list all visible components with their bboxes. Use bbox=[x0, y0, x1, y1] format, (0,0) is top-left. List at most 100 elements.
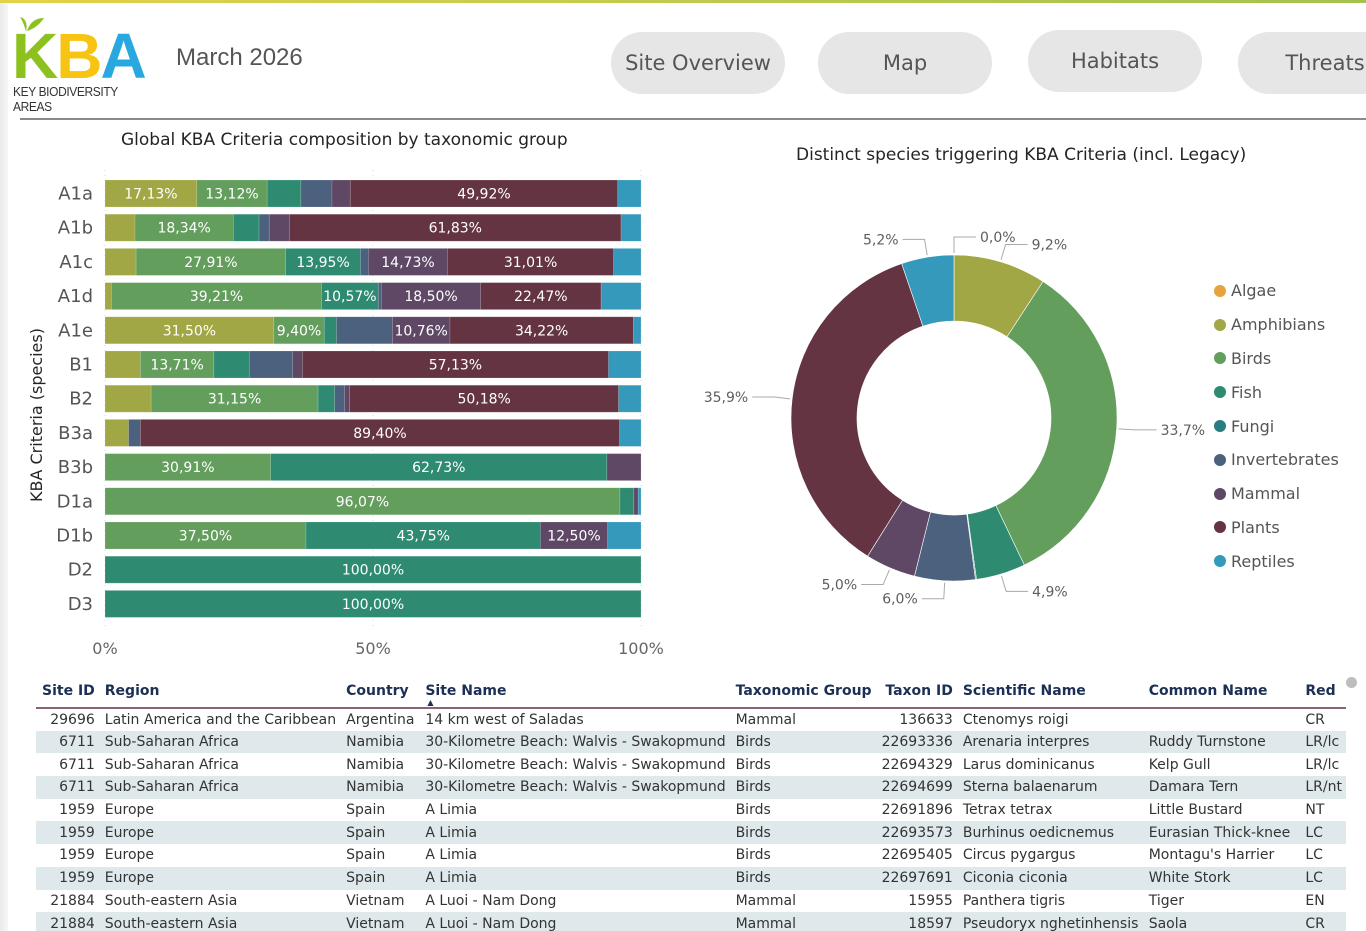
nav-habitats-button[interactable]: Habitats bbox=[1028, 30, 1202, 92]
donut-slice-birds[interactable] bbox=[995, 281, 1118, 566]
bar-segment-invertebrates[interactable] bbox=[336, 316, 393, 345]
bar-segment-mammal[interactable] bbox=[331, 179, 351, 208]
bar-segment-birds[interactable] bbox=[135, 248, 286, 276]
bar-segment-mammal[interactable] bbox=[368, 248, 448, 276]
bar-segment-plants[interactable] bbox=[349, 384, 619, 413]
bar-segment-fish[interactable] bbox=[233, 213, 260, 242]
bar-segment-plants[interactable] bbox=[349, 179, 619, 208]
bar-segment-plants[interactable] bbox=[449, 316, 634, 345]
bar-segment-reptiles[interactable] bbox=[633, 316, 642, 345]
bar-segment-fish[interactable] bbox=[317, 384, 335, 413]
bar-segment-fish[interactable] bbox=[104, 555, 642, 584]
column-header-taxon-id[interactable]: Taxon ID bbox=[876, 674, 957, 708]
table-row[interactable]: 6711 Sub-Saharan Africa Namibia 30-Kilometr… bbox=[36, 730, 1346, 754]
bar-segment-fish[interactable] bbox=[323, 316, 337, 345]
column-header-site-id[interactable]: Site ID bbox=[36, 674, 99, 708]
bar-segment-birds[interactable] bbox=[150, 384, 319, 413]
bar-segment-mammal[interactable] bbox=[292, 350, 303, 379]
bar-segment-reptiles[interactable] bbox=[618, 384, 642, 413]
bar-segment-amphibians[interactable] bbox=[104, 282, 112, 310]
table-row[interactable]: 6711 Sub-Saharan Africa Namibia 30-Kilometr… bbox=[36, 776, 1346, 799]
bar-segment-reptiles[interactable] bbox=[637, 487, 642, 516]
bar-segment-reptiles[interactable] bbox=[608, 350, 642, 379]
bar-segment-fish[interactable] bbox=[104, 590, 642, 618]
bar-segment-reptiles[interactable] bbox=[607, 521, 642, 550]
bar-segment-fish[interactable] bbox=[266, 179, 302, 208]
table-row[interactable]: 29696 Latin America and the Caribbean Arge… bbox=[36, 708, 1346, 731]
table-row[interactable]: 1959 Europe Spain A Limia Birds 22697691 Cicon… bbox=[36, 866, 1346, 890]
bar-segment-mammal[interactable] bbox=[391, 316, 451, 345]
column-header-site-name[interactable]: Site Name ▲ bbox=[419, 674, 729, 708]
bar-segment-amphibians[interactable] bbox=[104, 384, 152, 413]
legend-item-fungi[interactable]: Fungi bbox=[1214, 409, 1339, 443]
bar-segment-fish[interactable] bbox=[213, 350, 250, 379]
bar-segment-plants[interactable] bbox=[140, 419, 620, 447]
table-row[interactable]: 21884 South-eastern Asia Vietnam A Luoi - N… bbox=[36, 912, 1346, 931]
bar-segment-reptiles[interactable] bbox=[620, 213, 642, 242]
bar-segment-birds[interactable] bbox=[140, 350, 215, 379]
bar-segment-birds[interactable] bbox=[104, 521, 307, 550]
bar-segment-reptiles[interactable] bbox=[619, 419, 642, 447]
bar-segment-birds[interactable] bbox=[104, 487, 621, 516]
donut-slice-reptiles[interactable] bbox=[901, 254, 955, 327]
donut-slice-plants[interactable] bbox=[790, 263, 924, 557]
bar-segment-fish[interactable] bbox=[270, 453, 608, 481]
bar-segment-fish[interactable] bbox=[305, 521, 541, 550]
bar-segment-plants[interactable] bbox=[447, 248, 614, 276]
table-row[interactable]: 1959 Europe Spain A Limia Birds 22691896 Tetra… bbox=[36, 799, 1346, 822]
nav-threats-button[interactable]: Threats bbox=[1238, 32, 1366, 94]
bar-segment-birds[interactable] bbox=[134, 213, 234, 242]
table-row[interactable]: 1959 Europe Spain A Limia Birds 22695405 Circu… bbox=[36, 844, 1346, 867]
column-header-country[interactable]: Country bbox=[340, 674, 419, 708]
bar-segment-invertebrates[interactable] bbox=[377, 282, 382, 310]
bar-segment-birds[interactable] bbox=[104, 453, 271, 481]
bar-segment-amphibians[interactable] bbox=[104, 179, 198, 208]
bar-segment-plants[interactable] bbox=[302, 350, 609, 379]
bar-segment-fish[interactable] bbox=[285, 248, 361, 276]
bar-segment-birds[interactable] bbox=[273, 316, 325, 345]
bar-segment-invertebrates[interactable] bbox=[258, 213, 270, 242]
column-header-scientific-name[interactable]: Scientific Name bbox=[957, 674, 1143, 708]
bar-segment-invertebrates[interactable] bbox=[360, 248, 369, 276]
legend-item-plants[interactable]: Plants bbox=[1214, 511, 1339, 545]
bar-segment-invertebrates[interactable] bbox=[128, 419, 141, 447]
bar-segment-amphibians[interactable] bbox=[104, 316, 275, 345]
legend-item-invertebrates[interactable]: Invertebrates bbox=[1214, 443, 1339, 477]
bar-segment-mammal[interactable] bbox=[633, 487, 639, 516]
bar-segment-reptiles[interactable] bbox=[600, 282, 642, 310]
bar-segment-mammal[interactable] bbox=[268, 213, 290, 242]
bar-segment-mammal[interactable] bbox=[540, 521, 608, 550]
bar-segment-reptiles[interactable] bbox=[613, 248, 642, 276]
column-header-red[interactable]: Red bbox=[1299, 674, 1346, 708]
bar-segment-mammal[interactable] bbox=[381, 282, 481, 310]
scrollbar-handle[interactable] bbox=[1346, 677, 1357, 688]
legend-item-birds[interactable]: Birds bbox=[1214, 342, 1339, 376]
column-header-taxonomic-group[interactable]: Taxonomic Group bbox=[730, 674, 876, 708]
legend-item-algae[interactable]: Algae bbox=[1214, 274, 1339, 308]
bar-segment-plants[interactable] bbox=[480, 282, 602, 310]
legend-item-mammal[interactable]: Mammal bbox=[1214, 477, 1339, 511]
bar-segment-plants[interactable] bbox=[289, 213, 622, 242]
table-row[interactable]: 6711 Sub-Saharan Africa Namibia 30-Kilometr… bbox=[36, 753, 1346, 776]
bar-segment-amphibians[interactable] bbox=[104, 248, 137, 276]
nav-map-button[interactable]: Map bbox=[818, 32, 992, 94]
legend-item-reptiles[interactable]: Reptiles bbox=[1214, 544, 1339, 578]
legend-item-amphibians[interactable]: Amphibians bbox=[1214, 308, 1339, 342]
bar-segment-invertebrates[interactable] bbox=[248, 350, 293, 379]
table-row[interactable]: 21884 South-eastern Asia Vietnam A Luoi - N… bbox=[36, 890, 1346, 913]
bar-segment-amphibians[interactable] bbox=[104, 419, 129, 447]
bar-segment-amphibians[interactable] bbox=[104, 213, 136, 242]
bar-segment-fish[interactable] bbox=[619, 487, 635, 516]
bar-segment-invertebrates[interactable] bbox=[300, 179, 333, 208]
column-header-common-name[interactable]: Common Name bbox=[1143, 674, 1300, 708]
bar-segment-reptiles[interactable] bbox=[617, 179, 642, 208]
legend-item-fish[interactable]: Fish bbox=[1214, 375, 1339, 409]
bar-segment-fish[interactable] bbox=[321, 282, 379, 310]
bar-segment-mammal[interactable] bbox=[344, 384, 350, 413]
bar-segment-amphibians[interactable] bbox=[104, 350, 141, 379]
column-header-region[interactable]: Region bbox=[99, 674, 340, 708]
nav-site-overview-button[interactable]: Site Overview bbox=[611, 32, 785, 94]
bar-segment-invertebrates[interactable] bbox=[334, 384, 345, 413]
bar-segment-mammal[interactable] bbox=[606, 453, 642, 481]
table-row[interactable]: 1959 Europe Spain A Limia Birds 22693573 Burhi… bbox=[36, 821, 1346, 845]
